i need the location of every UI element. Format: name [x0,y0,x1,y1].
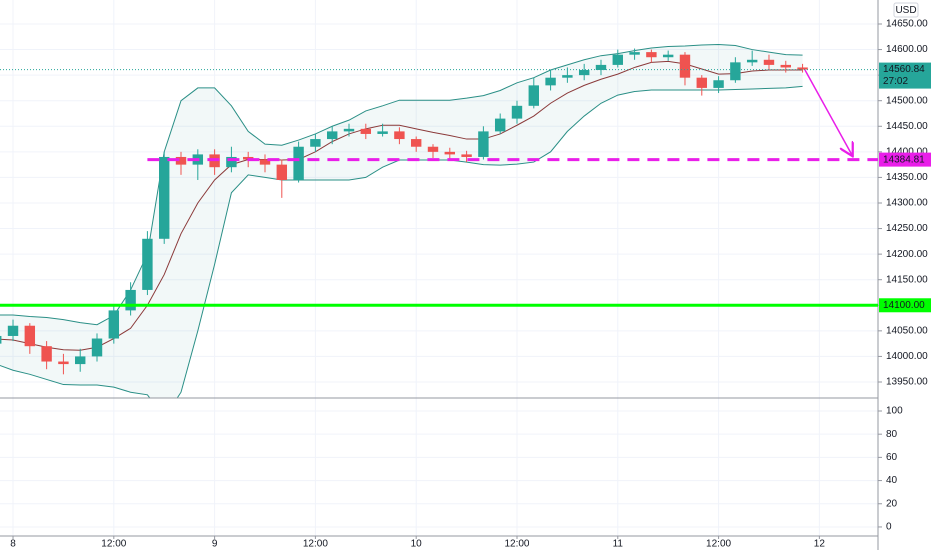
y2-tick-label: 60 [886,452,898,463]
y-tick-label: 14200.00 [886,249,928,260]
y-tick-label: 14150.00 [886,274,928,285]
candle-body [696,77,707,88]
y-tick-label: 14250.00 [886,223,928,234]
y-tick-label: 14500.00 [886,95,928,106]
candle-body [545,77,556,86]
y-tick-label: 14400.00 [886,146,928,157]
candle-body [797,67,808,70]
y-tick-label: 14050.00 [886,325,928,336]
candle-body [159,156,170,239]
candle-body [562,75,573,78]
candle-body [746,59,758,63]
currency: USD [895,5,916,16]
candle-body [75,356,86,365]
candle-body [293,146,304,180]
x-tick-label: 12:00 [101,539,126,550]
x-tick-label: 11 [613,539,624,550]
candle-body [259,159,271,165]
last-price-label: 14560.84 [883,64,925,75]
y2-tick-label: 100 [886,406,903,417]
candle-body [142,238,153,290]
x-tick-label: 12:00 [706,539,731,550]
candle-body [780,64,791,68]
candle-body [578,70,590,76]
currency-badge [893,2,919,18]
candle-body [0,335,2,344]
candle-body [629,52,640,55]
candle-body [494,118,506,132]
y-tick-label: 14600.00 [886,44,928,55]
band-middle [0,60,803,351]
candle-body [478,131,489,157]
candle-body [7,325,19,336]
candle-body [125,289,136,311]
candle-body [410,139,422,147]
candle-body [326,131,338,140]
candle-body [360,128,372,134]
x-tick-label: 9 [212,539,218,550]
x-tick-label: 12:00 [504,539,529,550]
candle-body [41,346,52,362]
y2-tick-label: 40 [886,475,898,486]
level-label: 14100.00 [883,300,925,311]
candle-body [276,164,288,180]
x-tick-label: 12:00 [303,539,328,550]
candle-body [763,59,775,65]
y2-tick-label: 80 [886,429,898,440]
level-label: 14384.81 [883,154,925,165]
level-badge [879,152,931,167]
y2-tick-label: 20 [886,498,898,509]
level-badge [879,298,931,313]
candle-body [612,54,623,65]
candle-body [175,156,187,165]
y-tick-label: 14300.00 [886,198,928,209]
candle-body [511,105,523,119]
y-tick-label: 14350.00 [886,172,928,183]
candle-body [226,156,237,168]
candle-body [24,325,36,347]
candle-body [646,52,657,58]
axes: 13950.00 14000.00 14050.00 14100.00 14150.00… [10,19,931,550]
band-fill [0,44,803,398]
y-tick-label: 13950.00 [886,377,928,388]
y2-tick-label: 0 [886,522,892,533]
candle-body [91,338,103,357]
countdown: 27:02 [883,76,908,87]
projection-arrow [804,69,852,155]
candle-body [377,131,388,134]
candle-body [58,361,69,365]
candle-body [427,146,439,152]
candle-body [713,80,724,88]
candle-body [310,139,321,147]
candle-body [662,54,674,58]
candle-body [444,151,456,155]
y-tick-label: 14450.00 [886,121,928,132]
candle-body [730,62,741,81]
price-pane [0,43,808,398]
x-tick-label: 10 [411,539,423,550]
last-price-badge [879,62,931,89]
candle-body [343,128,355,132]
x-tick-label: 8 [10,539,16,550]
candle-body [679,54,691,78]
y-tick-label: 14650.00 [886,19,928,30]
candle-body [595,64,607,71]
candle-body [461,154,472,157]
candle-body [108,310,120,339]
candle-body [528,85,539,106]
candle-body [394,131,405,140]
x-tick-label: 12 [814,539,826,550]
y-tick-label: 14000.00 [886,351,928,362]
